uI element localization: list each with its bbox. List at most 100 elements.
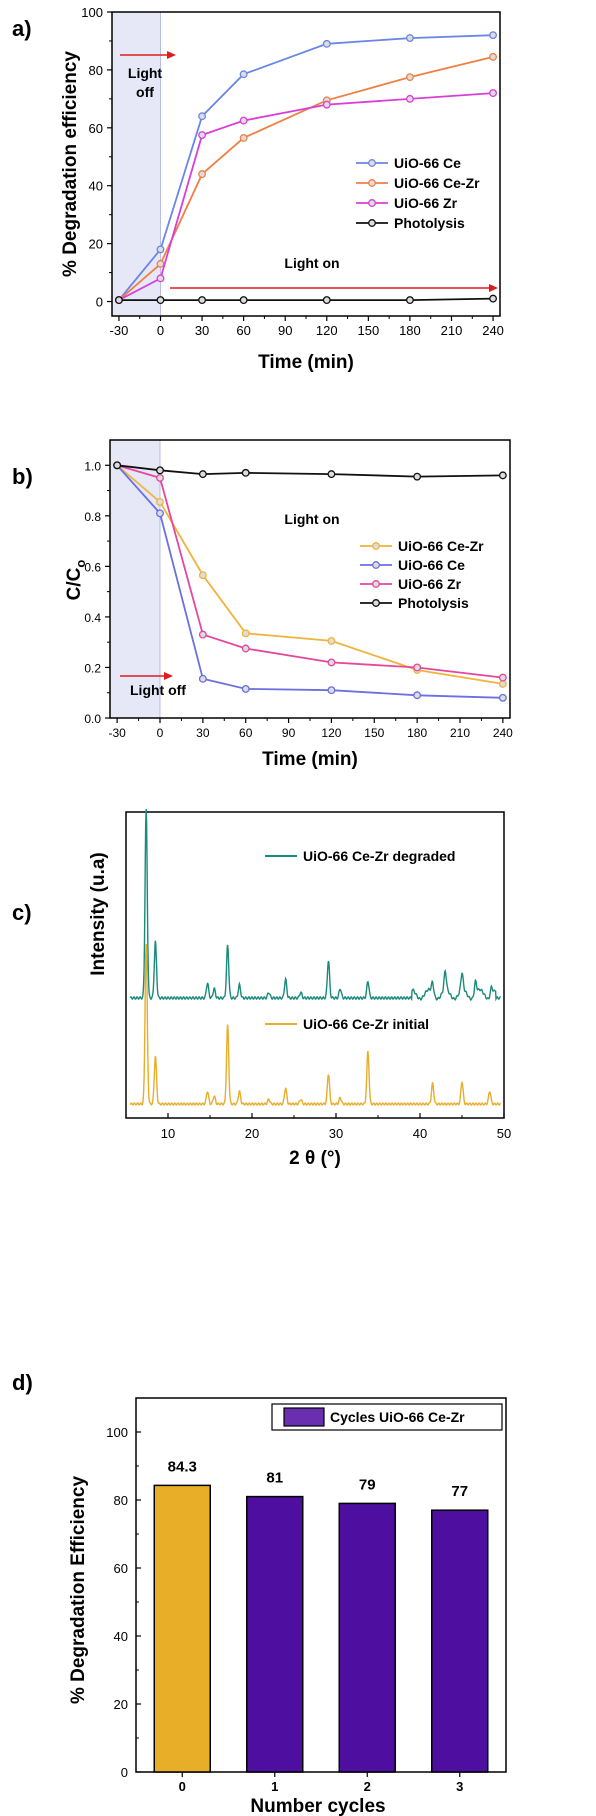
data-point [198, 131, 207, 139]
annotation-light-on: Light on [284, 255, 339, 271]
legend-label: UiO-66 Ce-Zr [394, 175, 480, 191]
legend-marker [368, 219, 376, 227]
y-tick-label: 40 [89, 179, 103, 194]
data-point [322, 100, 331, 109]
data-point [413, 472, 422, 481]
data-label: 81 [266, 1470, 283, 1487]
x-tick-label: 60 [236, 323, 250, 338]
x-tick-label: 240 [482, 323, 504, 338]
data-point [498, 693, 507, 702]
y-tick-label: 100 [81, 5, 103, 20]
x-tick-label: 210 [450, 726, 470, 740]
legend-label: UiO-66 Ce [394, 155, 461, 171]
annotation-light-off: Light off [130, 682, 186, 698]
legend-label: UiO-66 Ce-Zr initial [303, 1016, 429, 1032]
data-point [156, 509, 164, 518]
x-tick-label: 180 [399, 323, 421, 338]
data-point [198, 571, 207, 580]
legend-marker [372, 599, 380, 607]
data-point [198, 170, 207, 179]
data-point [198, 112, 207, 121]
x-tick-label: 120 [321, 726, 341, 740]
bar [431, 1509, 489, 1773]
data-point [327, 636, 336, 645]
light-off-region [112, 12, 161, 316]
x-tick-label: 30 [196, 726, 210, 740]
x-tick-label: 50 [497, 1126, 511, 1141]
light-off-arrowhead [167, 51, 176, 59]
data-point [198, 674, 207, 683]
data-label: 77 [451, 1483, 468, 1500]
data-point [156, 497, 164, 506]
x-tick-label: 90 [278, 323, 292, 338]
legend-marker [372, 580, 380, 588]
chart-d: 0 20 40 60 80 100 84.3 0 81 1 79 2 77 3 Cycles UiO-66 … [68, 1397, 507, 1816]
x-axis-title: 2 θ (°) [289, 1148, 341, 1169]
data-point [239, 70, 248, 79]
annotation-light-off: off [136, 84, 154, 100]
x-axis-title: Number cycles [250, 1796, 385, 1816]
legend-label: UiO-66 Ce-Zr degraded [303, 848, 455, 864]
legend-marker [368, 199, 376, 207]
legend-label: Photolysis [394, 215, 465, 231]
bar [153, 1484, 211, 1773]
series-line-3 [116, 464, 503, 478]
legend-marker [368, 179, 376, 187]
data-point [156, 473, 164, 482]
data-point [498, 471, 507, 480]
data-point [413, 663, 422, 672]
y-axis-title: % Degradation Efficiency [68, 1476, 89, 1704]
y-tick-label: 20 [89, 237, 103, 252]
data-point [198, 470, 207, 479]
data-point [241, 644, 250, 653]
x-tick-label: 10 [161, 1126, 175, 1141]
y-tick-label: 100 [106, 1425, 128, 1440]
data-point [113, 461, 122, 470]
data-point [327, 658, 336, 667]
y-tick-label: 20 [114, 1697, 128, 1712]
y-tick-label: 0.0 [84, 712, 101, 726]
data-point [156, 466, 164, 475]
series-line-3 [118, 297, 494, 302]
x-axis-title: Time (min) [258, 352, 354, 373]
y-axis-title: C/Co [64, 560, 88, 601]
y-tick-label: 60 [89, 121, 103, 136]
data-point [498, 679, 507, 688]
y-tick-label: 0.8 [84, 510, 101, 524]
x-tick-label: 2 [364, 1779, 371, 1794]
x-tick-label: 20 [245, 1126, 259, 1141]
y-tick-label: 0 [96, 295, 103, 310]
x-axis-title: Time (min) [262, 749, 358, 770]
x-tick-label: 1 [271, 1779, 278, 1794]
data-point [405, 34, 414, 43]
data-point [322, 296, 331, 305]
chart-a: -30 0 30 60 90 120 150 180 210 240 0 20 40 60 80 100 Lig… [60, 5, 504, 373]
x-tick-label: -30 [110, 323, 129, 338]
x-tick-label: 0 [157, 323, 164, 338]
data-point [156, 296, 165, 305]
y-tick-label: 40 [114, 1629, 128, 1644]
y-axis-title: Intensity (u.a) [88, 852, 109, 976]
light-on-arrowhead [489, 284, 498, 292]
annotation-light-on: Light on [284, 511, 339, 527]
x-tick-label: 180 [407, 726, 427, 740]
data-point [156, 245, 165, 254]
data-point [327, 470, 336, 479]
data-point [489, 52, 498, 61]
data-point [322, 39, 331, 48]
x-tick-label: 120 [316, 323, 338, 338]
data-point [239, 116, 248, 125]
data-label: 84.3 [168, 1458, 197, 1475]
x-tick-label: 30 [329, 1126, 343, 1141]
legend-label: Cycles UiO-66 Ce-Zr [330, 1409, 465, 1425]
legend-label: Photolysis [398, 595, 469, 611]
bar [338, 1502, 396, 1773]
y-tick-label: 0 [121, 1765, 128, 1780]
data-point [489, 31, 498, 40]
legend-swatch [283, 1407, 325, 1427]
y-tick-label: 0.4 [84, 611, 101, 625]
data-point [156, 274, 165, 283]
y-axis-title: % Degradation efficiency [60, 51, 81, 277]
data-point [239, 133, 248, 142]
